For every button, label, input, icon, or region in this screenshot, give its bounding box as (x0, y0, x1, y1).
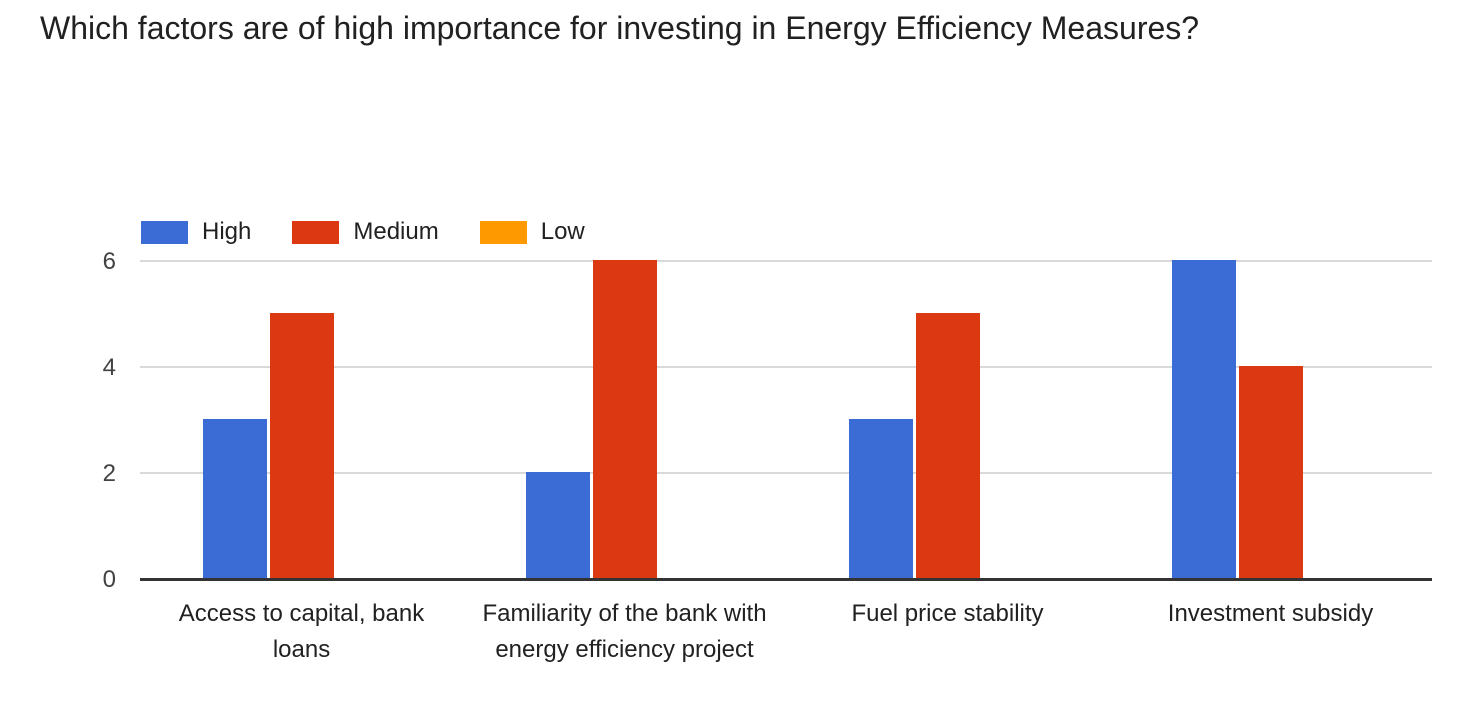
bars-row (1171, 260, 1370, 578)
category-label: Fuel price stability (851, 600, 1044, 627)
bar-medium[interactable] (269, 313, 334, 578)
legend-item-high: High (141, 218, 251, 246)
gridline-6 (140, 260, 1432, 262)
bars-row (848, 313, 1047, 578)
legend-label: Low (540, 218, 585, 245)
legend-swatch-medium (292, 220, 340, 244)
y-tick-label: 4 (102, 353, 116, 381)
y-tick-label: 0 (102, 565, 116, 593)
legend-item-low: Low (479, 218, 585, 246)
category-label: Access to capital, bank loans (178, 600, 425, 663)
category-label: Investment subsidy (1167, 600, 1374, 627)
legend-label: High (202, 218, 252, 245)
gridline-2 (140, 472, 1432, 474)
chart-legend: High Medium Low (141, 218, 585, 246)
y-tick-label: 6 (102, 247, 116, 275)
chart-title: Which factors are of high importance for… (40, 10, 1200, 46)
bars-row (525, 260, 724, 578)
bar-group (463, 241, 786, 581)
x-axis-line (140, 578, 1432, 581)
legend-item-medium: Medium (292, 218, 439, 246)
plot-area (140, 241, 1432, 581)
bar-group (786, 241, 1109, 581)
legend-swatch-low (479, 220, 527, 244)
bar-high[interactable] (1171, 260, 1236, 578)
bar-medium[interactable] (915, 313, 980, 578)
bar-medium[interactable] (1238, 366, 1303, 578)
bar-medium[interactable] (592, 260, 657, 578)
x-axis-category-labels: Access to capital, bank loans Familiarity… (140, 596, 1432, 668)
bar-groups (140, 241, 1432, 581)
category-label: Familiarity of the bank with energy effi… (482, 600, 767, 663)
bar-group (140, 241, 463, 581)
bar-high[interactable] (202, 419, 267, 578)
legend-label: Medium (353, 218, 439, 245)
gridline-4 (140, 366, 1432, 368)
bar-group (1109, 241, 1432, 581)
bar-high[interactable] (525, 472, 590, 578)
bar-high[interactable] (848, 419, 913, 578)
legend-swatch-high (141, 220, 188, 244)
bars-row (202, 313, 401, 578)
y-tick-label: 2 (102, 459, 116, 487)
